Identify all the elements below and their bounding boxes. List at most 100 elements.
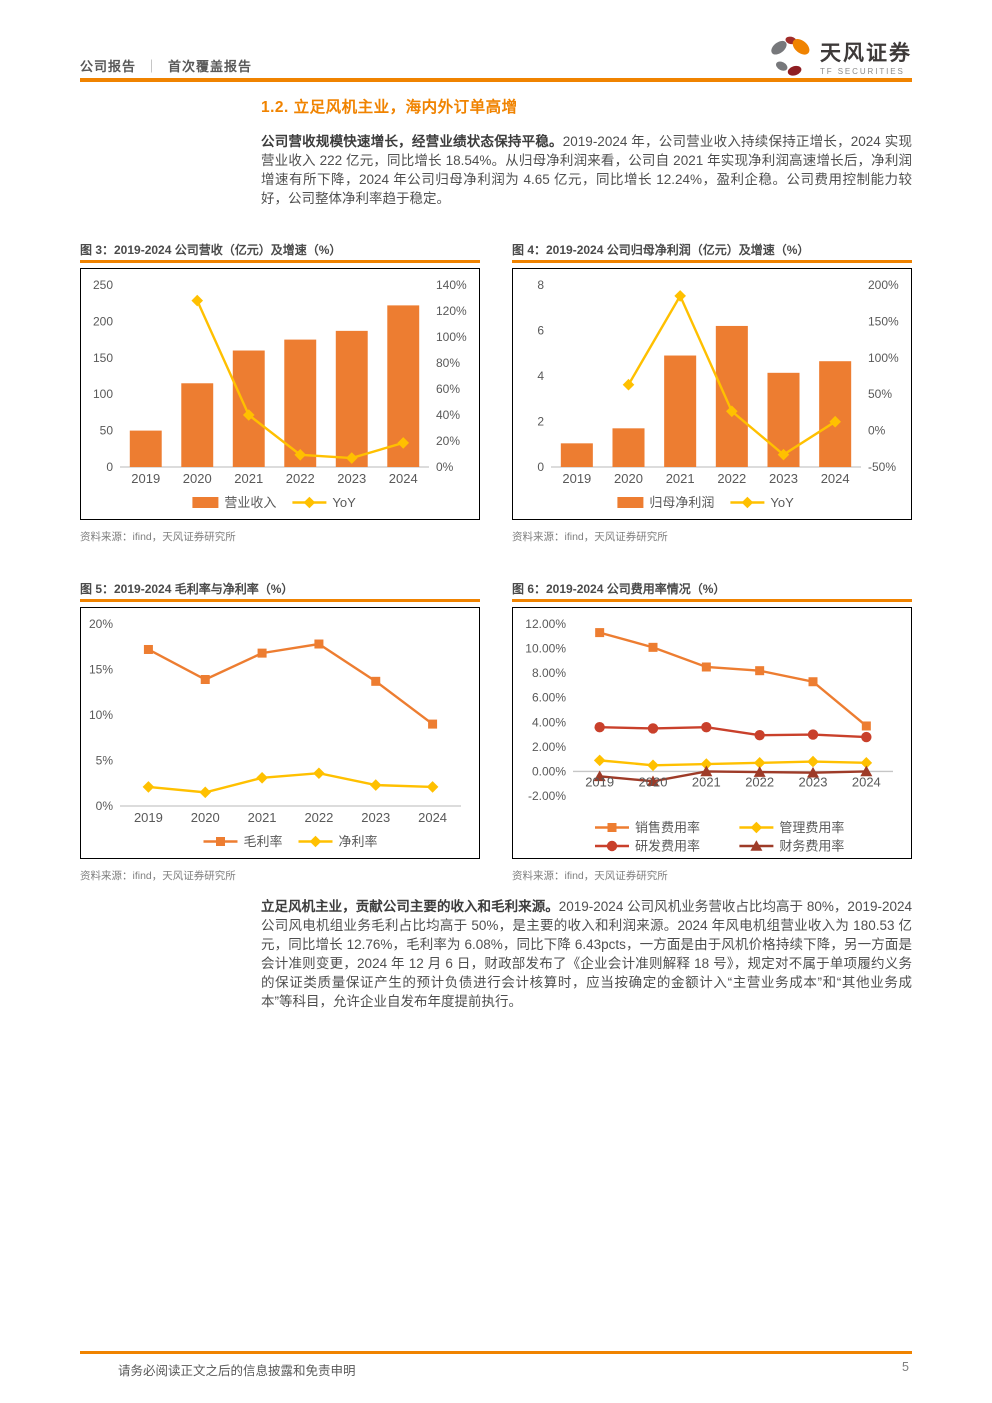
paragraph-overview-lead: 公司营收规模快速增长，经营业绩状态保持平稳。 (261, 134, 563, 149)
paragraph-overview: 公司营收规模快速增长，经营业绩状态保持平稳。2019-2024 年，公司营业收入… (261, 132, 912, 208)
report-subtype-label: 首次覆盖报告 (168, 59, 253, 74)
svg-text:2.00%: 2.00% (532, 739, 566, 753)
svg-text:250: 250 (93, 278, 113, 292)
svg-text:归母净利润: 归母净利润 (649, 495, 714, 510)
figure-3-chart-panel: 0 50 100 150 200 250 0% 20% 40% 60% 80% 100% 120% 140… (80, 267, 480, 520)
svg-text:2020: 2020 (183, 471, 212, 486)
paragraph-overview-body: 2019-2024 年，公司营业收入持续保持正增长，2024 实现营业收入 22… (261, 134, 913, 206)
svg-text:4: 4 (537, 369, 544, 383)
svg-text:-50%: -50% (868, 460, 896, 474)
section-heading: 1.2. 立足风机主业，海内外订单高增 (261, 99, 518, 116)
svg-text:0.00%: 0.00% (532, 764, 566, 778)
svg-text:100%: 100% (436, 330, 467, 344)
svg-text:10%: 10% (89, 708, 113, 722)
figure-5-source: 资料来源：ifind，天风证券研究所 (80, 869, 236, 882)
figure-4-underline (512, 260, 912, 263)
svg-text:-2.00%: -2.00% (528, 789, 566, 803)
svg-text:2024: 2024 (418, 810, 447, 825)
svg-text:2021: 2021 (234, 471, 263, 486)
figure-3-underline (80, 260, 480, 263)
svg-text:2019: 2019 (134, 810, 163, 825)
svg-text:2023: 2023 (769, 471, 798, 486)
figure-5-caption: 图 5：2019-2024 毛利率与净利率（%） (80, 582, 294, 596)
svg-text:150: 150 (93, 350, 113, 364)
svg-text:0: 0 (106, 460, 113, 474)
svg-text:40%: 40% (436, 408, 460, 422)
figure-5: 图 5：2019-2024 毛利率与净利率（%） 0% 5% 10% 15% 20% 20… (80, 580, 480, 883)
svg-text:20%: 20% (89, 617, 113, 631)
svg-text:2020: 2020 (639, 774, 668, 789)
figure-4-chart-panel: 0 2 4 6 8 -50% 0% 50% 100% 150% 200% 2019 2020 2021 20… (512, 267, 912, 520)
figure-4-caption: 图 4：2019-2024 公司归母净利润（亿元）及增速（%） (512, 243, 810, 257)
header-separator: ｜ (145, 59, 160, 74)
svg-text:0%: 0% (868, 423, 886, 437)
svg-text:2024: 2024 (389, 471, 418, 486)
figure-6: 图 6：2019-2024 公司费用率情况（%） -2.00% 0.00% 2.00… (512, 580, 912, 883)
svg-text:2022: 2022 (304, 810, 333, 825)
svg-text:2021: 2021 (666, 471, 695, 486)
svg-text:净利率: 净利率 (339, 834, 378, 849)
svg-text:140%: 140% (436, 278, 467, 292)
svg-text:YoY: YoY (332, 495, 356, 510)
svg-text:6.00%: 6.00% (532, 690, 566, 704)
header-report-type: 公司报告 ｜ 首次覆盖报告 (80, 56, 252, 75)
svg-text:2019: 2019 (562, 471, 591, 486)
svg-text:6: 6 (537, 323, 544, 337)
header-rule (80, 78, 912, 82)
svg-text:2: 2 (537, 414, 544, 428)
svg-text:营业收入: 营业收入 (224, 495, 276, 510)
figure-6-caption: 图 6：2019-2024 公司费用率情况（%） (512, 582, 726, 596)
figure-5-chart-panel: 0% 5% 10% 15% 20% 2019 2020 2021 2022 2023 2024 毛利率… (80, 606, 480, 859)
figure-5-underline (80, 599, 480, 602)
brand-name-en: TF SECURITIES (820, 66, 905, 76)
svg-text:4.00%: 4.00% (532, 715, 566, 729)
paragraph-business: 立足风机主业，贡献公司主要的收入和毛利来源。2019-2024 公司风机业务营收… (261, 897, 912, 1011)
svg-text:2023: 2023 (337, 471, 366, 486)
svg-text:100%: 100% (868, 350, 899, 364)
figure-3-caption: 图 3：2019-2024 公司营收（亿元）及增速（%） (80, 243, 342, 257)
figure-3-source: 资料来源：ifind，天风证券研究所 (80, 530, 236, 543)
svg-text:15%: 15% (89, 662, 113, 676)
brand-flower-icon (767, 33, 813, 84)
svg-text:2021: 2021 (692, 774, 721, 789)
svg-text:2024: 2024 (821, 471, 850, 486)
chart-svg-fig4: 0 2 4 6 8 -50% 0% 50% 100% 150% 200% 2019 2020 2021 20… (537, 278, 899, 510)
paragraph-business-lead: 立足风机主业，贡献公司主要的收入和毛利来源。 (261, 899, 559, 914)
svg-text:100: 100 (93, 387, 113, 401)
svg-text:2022: 2022 (286, 471, 315, 486)
svg-text:2022: 2022 (717, 471, 746, 486)
chart-svg-fig3: 0 50 100 150 200 250 0% 20% 40% 60% 80% 100% 120% 140… (93, 278, 467, 510)
brand-logo: 天风证券 TF SECURITIES (767, 33, 912, 84)
svg-text:2020: 2020 (614, 471, 643, 486)
brand-name-cn: 天风证券 (820, 41, 912, 65)
svg-text:2020: 2020 (191, 810, 220, 825)
svg-text:2019: 2019 (585, 774, 614, 789)
svg-text:120%: 120% (436, 304, 467, 318)
report-type-label: 公司报告 (80, 59, 137, 74)
svg-text:2023: 2023 (799, 774, 828, 789)
svg-text:50: 50 (100, 423, 114, 437)
svg-text:2022: 2022 (745, 774, 774, 789)
svg-text:200%: 200% (868, 278, 899, 292)
svg-text:5%: 5% (96, 753, 114, 767)
figure-4-source: 资料来源：ifind，天风证券研究所 (512, 530, 668, 543)
figure-6-underline (512, 599, 912, 602)
figure-6-source: 资料来源：ifind，天风证券研究所 (512, 869, 668, 882)
svg-text:10.00%: 10.00% (525, 641, 566, 655)
svg-text:毛利率: 毛利率 (244, 834, 283, 849)
svg-text:80%: 80% (436, 356, 460, 370)
svg-text:研发费用率: 研发费用率 (635, 838, 700, 853)
chart-svg-fig6: -2.00% 0.00% 2.00% 4.00% 6.00% 8.00% 10.00% 12.… (525, 617, 893, 853)
svg-text:200: 200 (93, 314, 113, 328)
figure-6-chart-panel: -2.00% 0.00% 2.00% 4.00% 6.00% 8.00% 10.00% 12.… (512, 606, 912, 859)
figure-3: 图 3：2019-2024 公司营收（亿元）及增速（%） 0 50 100 150 20… (80, 241, 480, 544)
svg-text:0%: 0% (436, 460, 454, 474)
svg-text:8: 8 (537, 278, 544, 292)
svg-text:20%: 20% (436, 434, 460, 448)
svg-text:2023: 2023 (361, 810, 390, 825)
svg-text:60%: 60% (436, 382, 460, 396)
chart-svg-fig5: 0% 5% 10% 15% 20% 2019 2020 2021 2022 2023 2024 毛利率… (89, 617, 461, 849)
svg-text:管理费用率: 管理费用率 (779, 820, 844, 835)
figure-4: 图 4：2019-2024 公司归母净利润（亿元）及增速（%） 0 2 4 6 8 -50… (512, 241, 912, 544)
